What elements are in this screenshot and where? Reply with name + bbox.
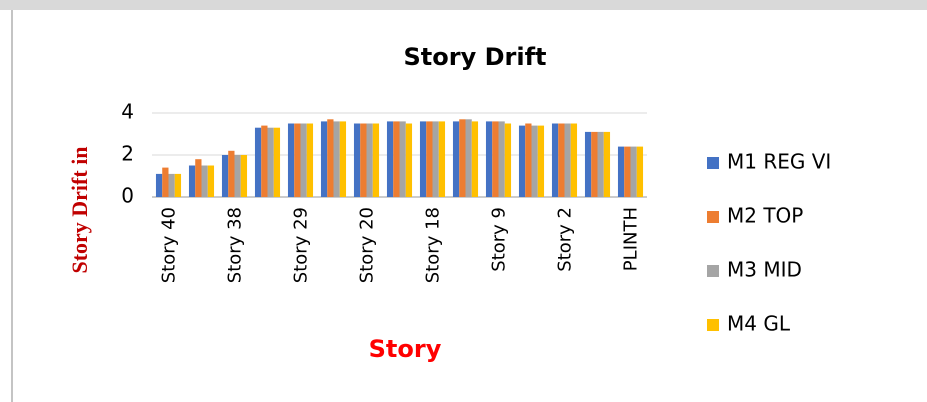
legend-label: M4 GL (727, 312, 791, 336)
bar (254, 127, 262, 197)
y-tick-label: 2 (121, 142, 134, 166)
bar (261, 125, 268, 197)
bar (617, 146, 625, 197)
bar (267, 127, 274, 197)
y-tick-label: 4 (121, 100, 134, 124)
bar (168, 173, 175, 197)
bar (498, 121, 505, 197)
bar (353, 123, 361, 197)
legend-swatch (707, 211, 719, 223)
bar (228, 150, 235, 197)
legend-label: M2 TOP (727, 204, 803, 228)
x-tick-label: Story 29 (291, 207, 312, 283)
bar (591, 131, 598, 197)
bar (426, 121, 433, 197)
x-tick-label: Story 20 (357, 207, 378, 283)
x-tick-label: PLINTH (621, 207, 642, 271)
top-band (0, 0, 927, 10)
bar (195, 159, 202, 197)
y-tick-label: 0 (121, 184, 134, 208)
bar (360, 123, 367, 197)
x-tick-label: Story 40 (159, 207, 180, 283)
bar (504, 123, 512, 197)
bar (320, 121, 328, 197)
bar (393, 121, 400, 197)
bar (155, 173, 163, 197)
bar (339, 121, 347, 197)
y-axis-title: Story Drift in (67, 146, 92, 273)
bar (485, 121, 493, 197)
legend-label: M1 REG VI (727, 150, 831, 174)
bar (188, 165, 196, 197)
bar (234, 155, 241, 197)
bar (221, 155, 229, 197)
bar (419, 121, 427, 197)
bar (518, 125, 526, 197)
legend-label: M3 MID (727, 258, 802, 282)
x-tick-label: Story 9 (489, 207, 510, 272)
bar (584, 131, 592, 197)
legend-swatch (707, 265, 719, 277)
bar (162, 167, 169, 197)
bar (366, 123, 373, 197)
bar (399, 121, 406, 197)
bar (603, 131, 611, 197)
bar (300, 123, 307, 197)
x-tick-label: Story 38 (225, 207, 246, 283)
bar (174, 173, 182, 197)
bar (465, 119, 472, 197)
bar (240, 155, 248, 197)
bar (471, 121, 479, 197)
bar (273, 127, 281, 197)
bar (327, 119, 334, 197)
bar (306, 123, 314, 197)
bar (537, 125, 545, 197)
bar (597, 131, 604, 197)
legend-swatch (707, 157, 719, 169)
chart-title: Story Drift (404, 43, 547, 71)
bar (531, 125, 538, 197)
bar (372, 123, 380, 197)
bar (459, 119, 466, 197)
bar (492, 121, 499, 197)
bar (438, 121, 446, 197)
x-axis-title: Story (369, 335, 442, 363)
bar (551, 123, 559, 197)
x-tick-label: Story 18 (423, 207, 444, 283)
bar (558, 123, 565, 197)
legend-swatch (707, 319, 719, 331)
bar (525, 123, 532, 197)
bar (630, 146, 637, 197)
bar (294, 123, 301, 197)
bar (386, 121, 394, 197)
bar (624, 146, 631, 197)
bar (287, 123, 295, 197)
bar (570, 123, 578, 197)
bar (636, 146, 644, 197)
bar (333, 121, 340, 197)
bar (201, 165, 208, 197)
bar (564, 123, 571, 197)
bar (432, 121, 439, 197)
bar (405, 123, 413, 197)
bar (207, 165, 215, 197)
x-tick-label: Story 2 (555, 207, 576, 272)
bar (452, 121, 460, 197)
